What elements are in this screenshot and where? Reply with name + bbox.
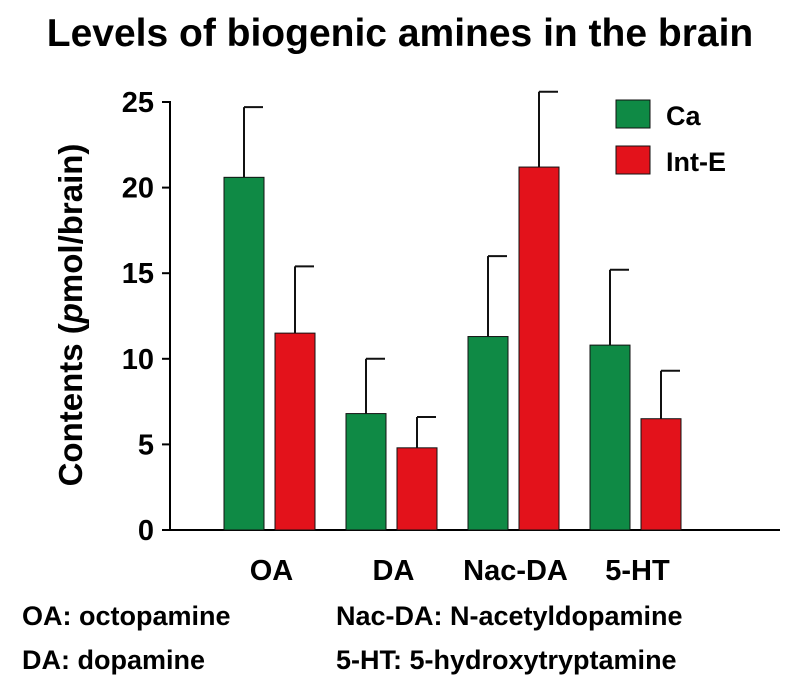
bar-int-e-nac-da [518,166,560,531]
bar-int-e-oa [274,332,316,531]
footnote-5-ht: 5-HT: 5-hydroxytryptamine [336,645,677,675]
x-category-label: 5-HT [605,555,670,587]
chart-title: Levels of biogenic amines in the brain [47,12,754,55]
bar-int-e-da [396,447,438,531]
y-axis-label-part: mol/brain) [52,144,89,304]
bar-ca-da [345,413,387,531]
y-tick-label: 0 [138,515,154,547]
bar-chart: Levels of biogenic amines in the brain C… [47,12,780,587]
y-tick-label: 10 [122,344,154,376]
bar-ca-5-ht [589,344,631,531]
x-category-label: OA [250,555,294,587]
x-category-label: Nac-DA [463,555,568,587]
bar-ca-oa [223,176,265,531]
y-tick-label: 5 [138,429,154,461]
x-category-label: DA [373,555,415,587]
legend: Ca Int-E [615,99,726,177]
y-tick-label: 20 [122,173,154,205]
footnote-oa: OA: octopamine [22,601,231,631]
bar-ca-nac-da [467,336,509,531]
y-tick-label: 25 [122,87,154,119]
y-tick-label: 15 [122,258,154,290]
footnote-da: DA: dopamine [22,645,206,675]
plot-area: 0 5 10 15 20 25 OA DA Nac-DA 5-HT [122,87,780,587]
legend-swatch-int-e [615,145,651,175]
legend-label: Int-E [666,147,726,177]
legend-label: Ca [666,101,701,131]
legend-swatch-ca [615,99,651,129]
bar-int-e-5-ht [640,418,682,531]
y-axis-label-part: p [52,303,89,324]
y-axis-label: Contents (pmol/brain) [52,144,89,487]
y-axis-label-part: Contents ( [52,323,89,486]
footnote-nac-da: Nac-DA: N-acetyldopamine [336,601,683,631]
